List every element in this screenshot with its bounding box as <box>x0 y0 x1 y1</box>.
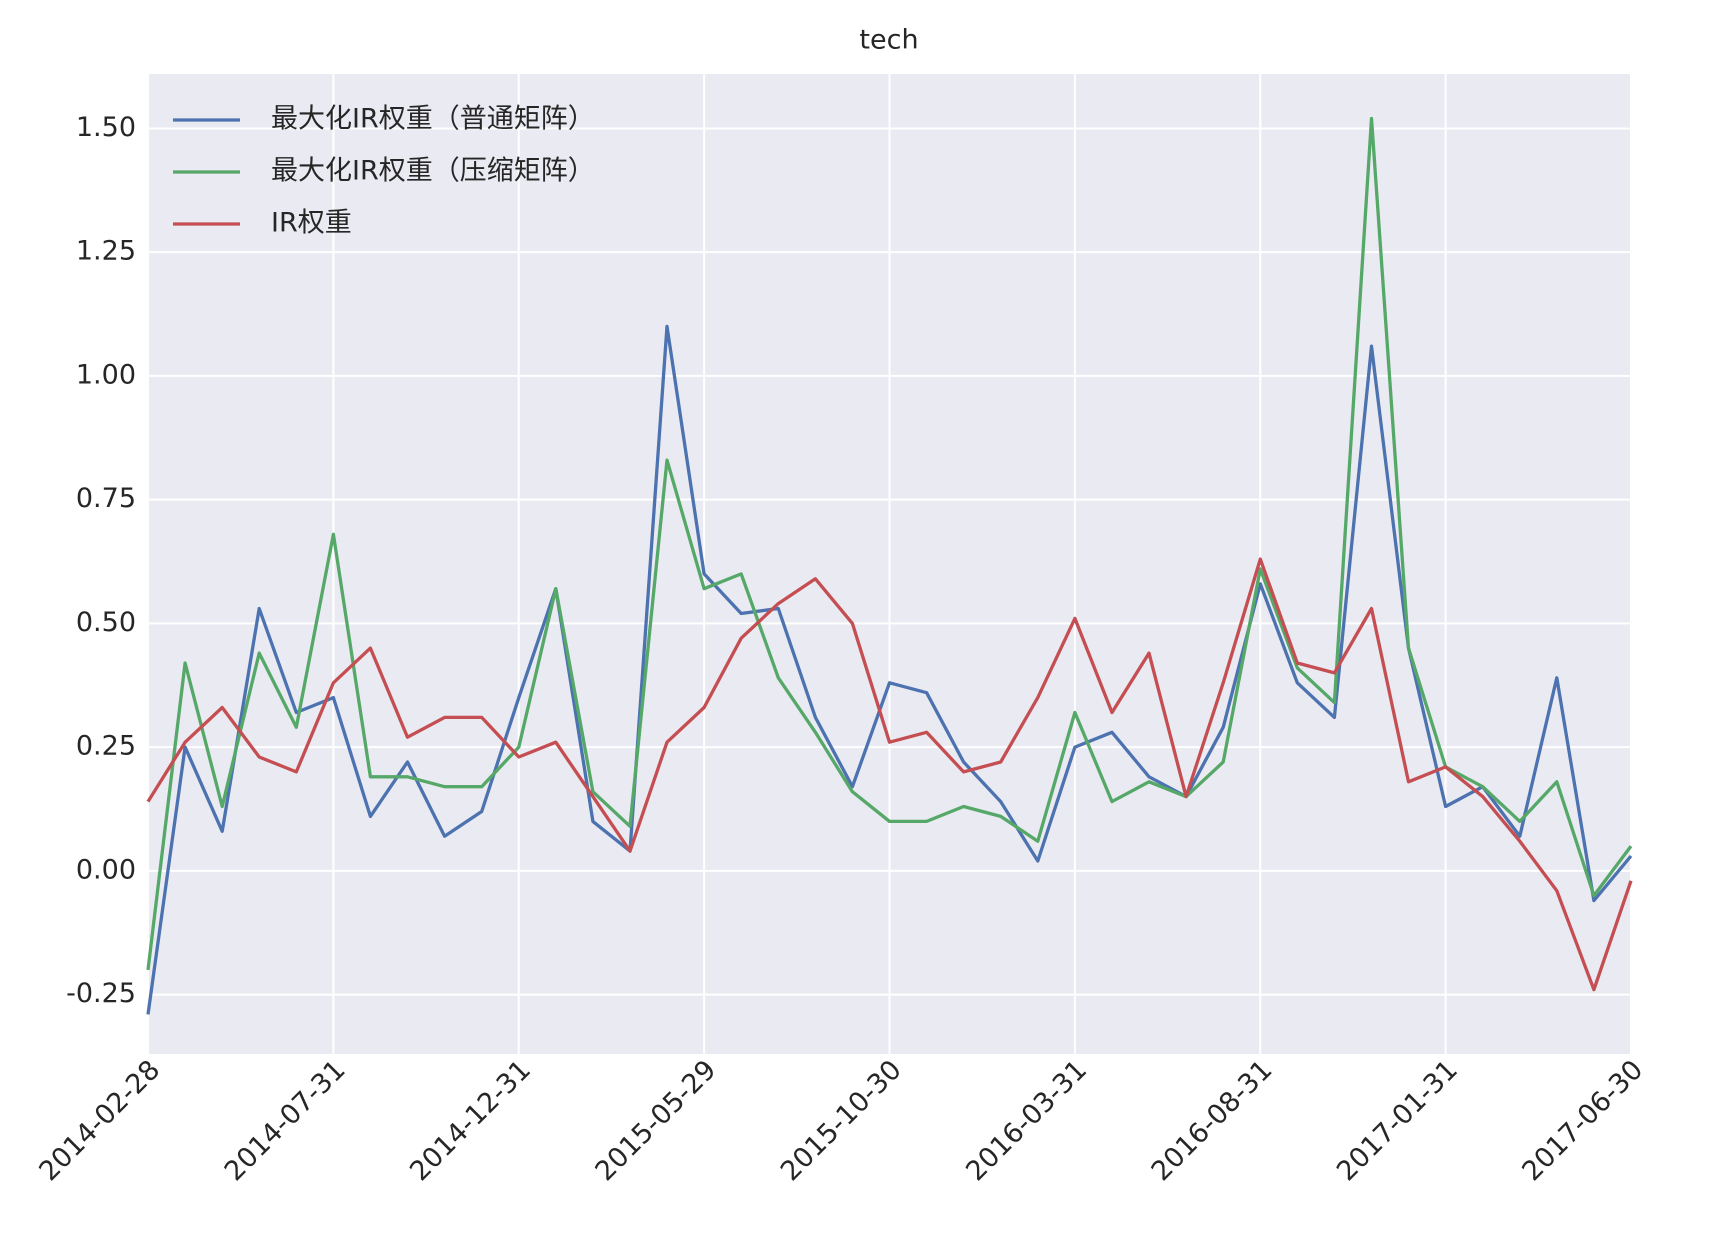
x-tick-label: 2017-01-31 <box>1331 1054 1464 1187</box>
x-tick-label: 2014-12-31 <box>404 1054 537 1187</box>
y-tick-label: 1.00 <box>76 359 136 390</box>
chart-title: tech <box>859 25 918 56</box>
y-tick-label: 1.25 <box>76 236 136 267</box>
y-tick-label: 0.75 <box>76 483 136 514</box>
x-tick-label: 2014-07-31 <box>219 1054 352 1187</box>
series-line <box>146 557 1633 992</box>
y-tick-label: 0.50 <box>76 607 136 638</box>
legend-label: IR权重 <box>271 208 352 239</box>
x-tick-label: 2015-10-30 <box>775 1054 908 1187</box>
y-tick-label: 0.25 <box>76 731 136 762</box>
y-tick-label: 1.50 <box>76 112 136 143</box>
y-tick-label: -0.25 <box>66 978 136 1009</box>
x-tick-label: 2015-05-29 <box>589 1054 722 1187</box>
x-tick-label: 2017-06-30 <box>1516 1054 1649 1187</box>
x-tick-label: 2014-02-28 <box>33 1054 166 1187</box>
y-tick-label: 0.00 <box>76 854 136 885</box>
series-line <box>146 116 1633 971</box>
x-tick-label: 2016-08-31 <box>1146 1054 1279 1187</box>
legend-label: 最大化IR权重（压缩矩阵） <box>271 156 595 187</box>
legend-label: 最大化IR权重（普通矩阵） <box>271 104 595 135</box>
x-tick-label: 2016-03-31 <box>960 1054 1093 1187</box>
series-line <box>146 324 1633 1015</box>
